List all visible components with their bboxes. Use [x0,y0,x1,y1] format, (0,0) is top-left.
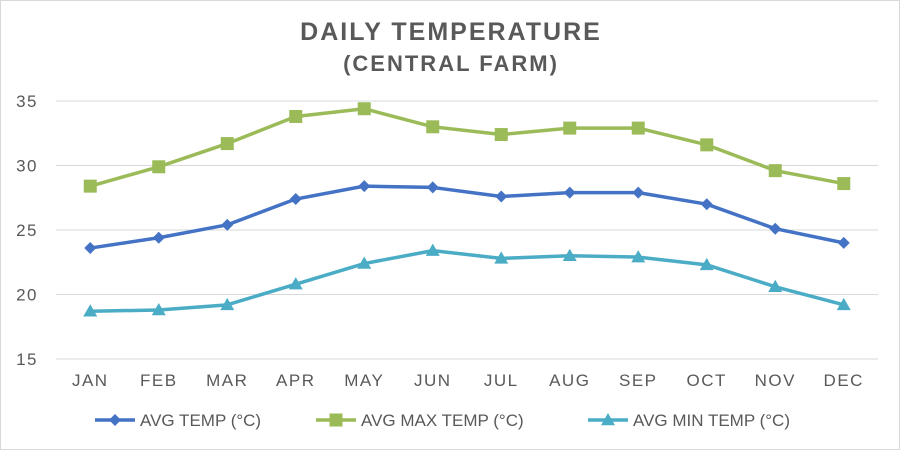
x-tick-label: SEP [619,371,658,390]
legend-item: AVG MIN TEMP (°C) [588,411,790,430]
data-point [632,186,645,199]
y-axis: 15 20 25 30 35 [16,92,38,369]
legend-marker [109,414,121,426]
series-line [89,106,845,188]
data-point [563,121,577,135]
x-tick-label: NOV [755,371,796,390]
x-tick-label: JUL [484,371,519,390]
data-point [425,243,440,256]
series-line [90,248,845,314]
data-point [769,222,782,235]
series-3 [83,243,851,317]
data-point [836,297,851,311]
x-axis: JAN FEB MAR APR MAY JUN JUL AUG SEP OCT NOV DEC [72,371,864,390]
data-point [631,250,646,263]
data-point [837,177,851,191]
data-point [699,257,714,271]
data-point [221,218,234,231]
series-2 [83,102,851,193]
legend-label: AVG TEMP (°C) [140,411,261,430]
data-point [152,160,166,174]
data-point [426,120,440,134]
data-point [357,256,372,269]
x-tick-label: DEC [824,371,864,390]
legend-item: AVG MAX TEMP (°C) [316,411,524,430]
data-point [494,128,508,142]
legend-label: AVG MAX TEMP (°C) [361,411,524,430]
x-tick-label: JUN [414,371,452,390]
data-point [83,179,97,193]
data-point [289,193,302,206]
y-tick-label: 30 [16,157,38,176]
chart-subtitle: (CENTRAL FARM) [343,51,559,76]
series-line [89,184,845,250]
data-point [151,302,166,316]
data-point [220,137,234,151]
y-tick-label: 20 [16,286,38,305]
data-point [426,181,439,194]
data-point [220,297,235,311]
data-point [768,279,783,293]
x-tick-label: MAY [344,371,384,390]
y-tick-label: 35 [16,92,38,111]
data-point [358,180,371,193]
y-tick-label: 15 [16,350,38,369]
series-group [83,102,851,317]
data-point [357,102,371,116]
x-tick-label: MAR [206,371,248,390]
data-point [152,231,165,244]
data-point [563,186,576,199]
data-point [289,109,303,123]
x-tick-label: AUG [549,371,590,390]
data-point [631,121,645,135]
x-tick-label: JAN [72,371,109,390]
gridlines [56,100,878,360]
data-point [494,251,509,264]
data-point [700,138,714,152]
data-point [83,304,98,317]
legend-marker [601,413,615,426]
legend-label: AVG MIN TEMP (°C) [633,411,790,430]
series-1 [84,180,850,255]
legend-item: AVG TEMP (°C) [95,411,261,430]
x-tick-label: OCT [687,371,727,390]
data-point [700,198,713,211]
data-point [768,164,782,178]
data-point [837,236,850,249]
data-point [288,277,303,290]
x-tick-label: FEB [140,371,178,390]
legend: AVG TEMP (°C) AVG MAX TEMP (°C) AVG MIN TE… [95,411,790,430]
y-tick-label: 25 [16,221,38,240]
data-point [562,248,577,262]
data-point [495,190,508,203]
chart-title: DAILY TEMPERATURE [300,18,602,46]
data-point [84,242,97,255]
x-tick-label: APR [276,371,315,390]
legend-marker [329,413,343,427]
